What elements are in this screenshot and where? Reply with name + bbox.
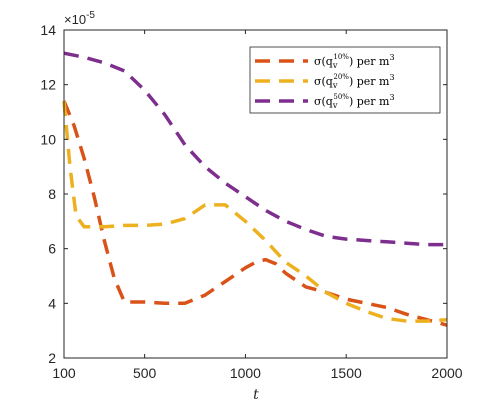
y-tick-label-8: 8	[48, 186, 56, 202]
x-tick-label-1500: 1500	[331, 365, 362, 381]
x-tick-label-100: 100	[52, 365, 76, 381]
series-line-2	[62, 100, 448, 323]
legend-label-2: σ(qv20%) per m3	[314, 73, 395, 90]
y-tick-label-2: 2	[48, 350, 56, 366]
y-tick-label-6: 6	[48, 241, 56, 257]
x-tick-label-500: 500	[133, 365, 157, 381]
y-tick-label-14: 14	[40, 22, 56, 38]
series-layer	[62, 51, 448, 327]
y-tick-label-12: 12	[40, 77, 56, 93]
x-tick-label-1000: 1000	[230, 365, 261, 381]
y-exponent-label: ×10-5	[64, 10, 95, 27]
series-line-1	[62, 100, 448, 327]
legend: σ(qv10%) per m3 σ(qv20%) per m3 σ(qv50%) p…	[249, 46, 441, 114]
x-axis-label: t	[253, 387, 259, 403]
series-line-3	[63, 51, 447, 247]
axes-layer: 100 500 1000 1500 2000 2 4 6 8 10 12 14	[40, 22, 462, 381]
legend-label-3: σ(qv50%) per m3	[314, 93, 395, 110]
legend-label-1: σ(qv10%) per m3	[314, 53, 395, 70]
y-tick-label-4: 4	[48, 295, 56, 311]
x-tick-label-2000: 2000	[431, 365, 462, 381]
y-tick-label-10: 10	[40, 131, 56, 147]
